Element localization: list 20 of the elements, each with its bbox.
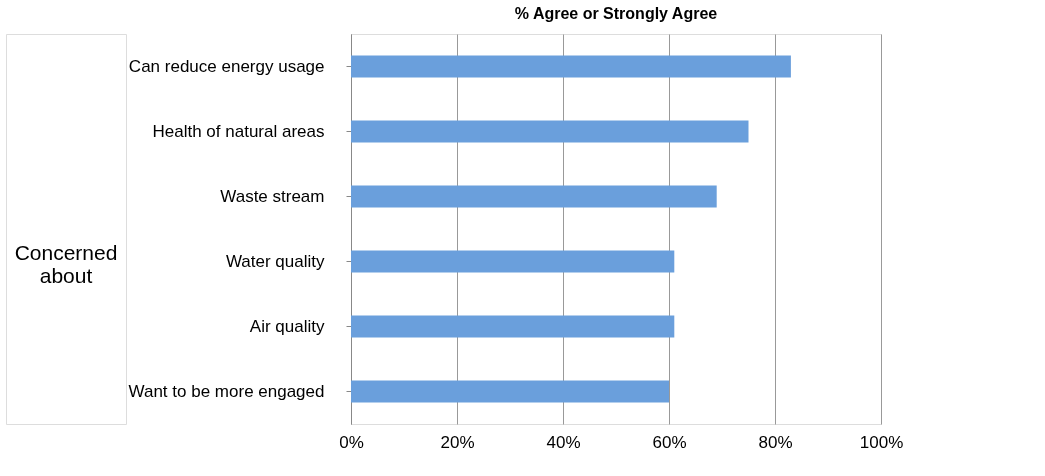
bar — [351, 380, 669, 403]
bar — [351, 185, 717, 208]
x-tick-label: 0% — [339, 432, 364, 452]
x-tick-label: 40% — [546, 432, 581, 452]
y-tick-label: Want to be more engaged — [128, 381, 325, 401]
x-tick-label: 100% — [859, 432, 904, 452]
chart-title: % Agree or Strongly Agree — [514, 5, 718, 22]
bar — [351, 55, 791, 78]
text: Concerned about — [14, 241, 118, 287]
bar — [351, 315, 675, 338]
x-tick-label: 60% — [652, 432, 687, 452]
y-tick-label: Health of natural areas — [152, 121, 325, 141]
bar — [351, 120, 749, 143]
y-tick-label: Air quality — [249, 316, 325, 336]
y-tick-label: Water quality — [225, 251, 325, 271]
bar — [351, 250, 675, 273]
x-tick-label: 20% — [440, 432, 475, 452]
y-tick-label: Waste stream — [220, 186, 325, 206]
x-tick-label: 80% — [758, 432, 793, 452]
y-tick-label: Can reduce energy usage — [128, 56, 325, 76]
